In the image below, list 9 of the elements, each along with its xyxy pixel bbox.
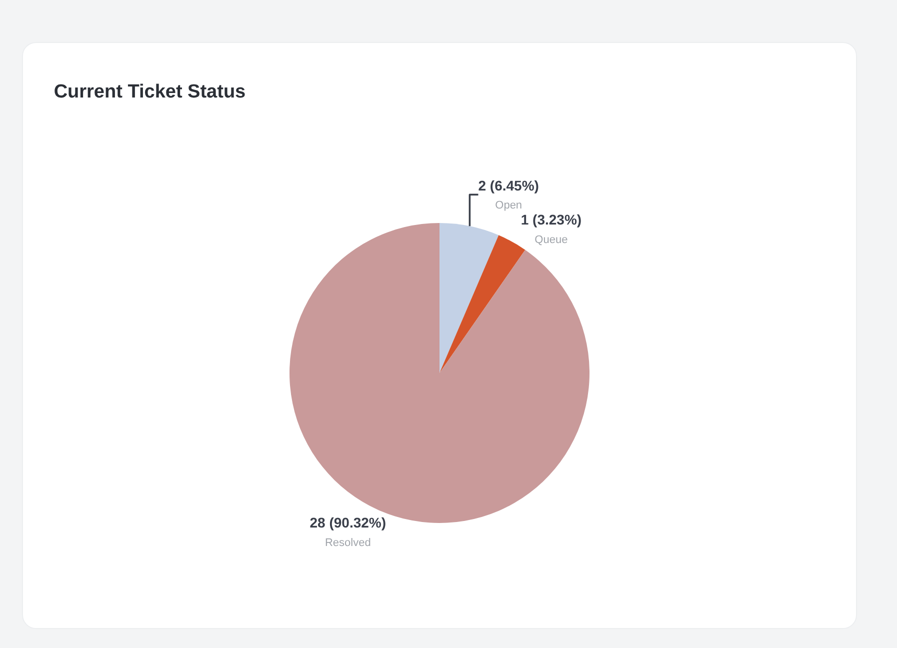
slice-label: Resolved: [324, 536, 371, 549]
slice-label: Queue: [534, 234, 568, 246]
pie-slice: [440, 223, 499, 373]
slice-label: Open: [495, 200, 522, 212]
chart-title: Current Ticket Status: [54, 81, 246, 102]
data-label: 28 (90.32%): [310, 514, 386, 531]
data-label: 2 (6.45%): [478, 177, 539, 194]
data-label: 1 (3.23%): [520, 212, 582, 228]
pie-slice: [440, 235, 526, 373]
